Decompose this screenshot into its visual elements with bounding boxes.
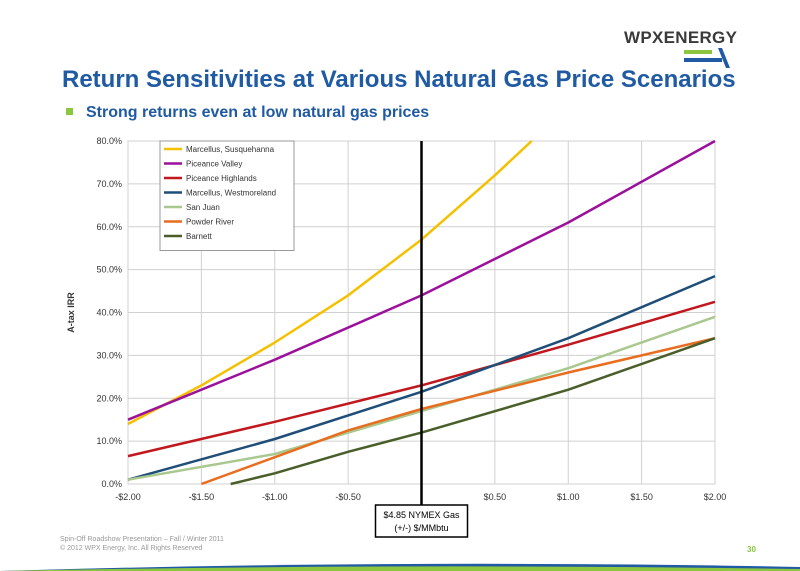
y-tick-label: 10.0% — [96, 436, 122, 446]
x-tick-label: $0.50 — [484, 492, 507, 502]
y-tick-label: 20.0% — [96, 393, 122, 403]
legend-box — [159, 140, 295, 251]
x-tick-label: -$1.50 — [189, 492, 215, 502]
legend-label: Powder River — [186, 218, 234, 227]
legend-label: San Juan — [186, 203, 220, 212]
logo-mark-icon — [684, 48, 730, 68]
x-tick-label: -$2.00 — [115, 492, 141, 502]
legend-label: Marcellus, Westmoreland — [186, 189, 276, 198]
bullet-text: Strong returns even at low natural gas p… — [86, 104, 430, 121]
y-tick-label: 60.0% — [96, 222, 122, 232]
reference-label-box — [374, 504, 469, 538]
y-tick-label: 70.0% — [96, 179, 122, 189]
page-number: 30 — [747, 545, 756, 554]
footer-swoosh — [0, 563, 800, 571]
legend-label: Marcellus, Susquehanna — [186, 145, 275, 154]
y-tick-label: 50.0% — [96, 265, 122, 275]
page-title: Return Sensitivities at Various Natural … — [62, 66, 736, 93]
x-tick-label: $1.50 — [630, 492, 653, 502]
x-tick-label: $1.00 — [557, 492, 580, 502]
series-line — [230, 337, 716, 486]
x-tick-label: $2.00 — [704, 492, 727, 502]
bullet-icon — [66, 108, 73, 115]
x-tick-label: -$0.50 — [335, 492, 361, 502]
legend-label: Piceance Valley — [186, 160, 242, 169]
series-line — [127, 140, 533, 426]
legend-label: Piceance Highlands — [186, 174, 257, 183]
x-tick-label: -$1.00 — [262, 492, 288, 502]
y-tick-label: 30.0% — [96, 350, 122, 360]
footer-line-2: © 2012 WPX Energy, Inc. All Rights Reser… — [60, 545, 203, 552]
y-axis-label: A-tax IRR — [66, 292, 76, 333]
legend-label: Barnett — [186, 232, 213, 241]
footer-line-1: Spin-Off Roadshow Presentation – Fall / … — [60, 536, 224, 543]
y-tick-label: 40.0% — [96, 308, 122, 318]
y-tick-label: 80.0% — [96, 136, 122, 146]
reference-label-line2: (+/-) $/MMbtu — [394, 523, 448, 533]
y-tick-label: 0.0% — [101, 479, 122, 489]
reference-label-line1: $4.85 NYMEX Gas — [383, 510, 460, 520]
wpx-energy-logo: WPXENERGY — [624, 28, 738, 68]
logo-text: WPXENERGY — [624, 28, 738, 47]
